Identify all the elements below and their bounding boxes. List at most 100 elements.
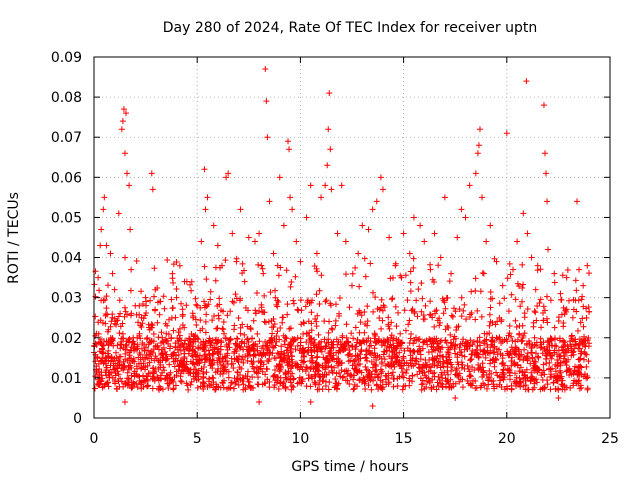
data-point — [467, 337, 474, 344]
data-point — [224, 346, 231, 353]
data-point — [212, 277, 219, 284]
data-point — [428, 348, 435, 355]
data-point — [330, 338, 337, 345]
data-point — [202, 206, 209, 213]
data-point — [227, 336, 234, 343]
data-point — [412, 334, 419, 341]
data-point — [178, 300, 185, 307]
data-point — [360, 374, 367, 381]
data-point — [439, 344, 446, 351]
data-point — [146, 351, 153, 358]
data-point — [418, 386, 425, 393]
data-point — [432, 347, 439, 354]
data-point — [289, 370, 296, 377]
data-point — [170, 386, 177, 393]
data-point — [328, 344, 335, 351]
data-point — [521, 346, 528, 353]
data-point — [390, 383, 397, 390]
data-point — [106, 374, 113, 381]
data-point — [420, 312, 427, 319]
data-point — [356, 329, 363, 336]
data-point — [513, 345, 520, 352]
data-point — [255, 381, 262, 388]
data-point — [92, 293, 99, 300]
data-point — [561, 310, 568, 317]
data-point — [566, 372, 573, 379]
data-point — [262, 66, 269, 73]
data-point — [279, 319, 286, 326]
data-point — [407, 288, 414, 295]
data-point — [159, 334, 166, 341]
data-point — [472, 349, 479, 356]
data-point — [420, 339, 427, 346]
plot-frame — [93, 56, 611, 419]
data-point — [335, 362, 342, 369]
data-point — [112, 372, 119, 379]
data-point — [209, 317, 216, 324]
data-point — [308, 309, 315, 316]
data-point — [234, 368, 241, 375]
data-point — [506, 323, 513, 330]
data-point — [361, 255, 368, 262]
data-point — [493, 334, 500, 341]
data-point — [396, 358, 403, 365]
data-point — [350, 372, 357, 379]
data-point — [299, 375, 306, 382]
data-point — [371, 361, 378, 368]
data-point — [584, 262, 591, 269]
data-point — [460, 336, 467, 343]
data-point — [182, 337, 189, 344]
data-point — [175, 366, 182, 373]
data-point — [453, 324, 460, 331]
data-point — [524, 305, 531, 312]
data-point — [216, 357, 223, 364]
data-point — [512, 296, 519, 303]
data-point — [276, 368, 283, 375]
data-point — [376, 314, 383, 321]
data-point — [125, 336, 132, 343]
data-point — [220, 308, 227, 315]
data-point — [116, 330, 123, 337]
data-point — [408, 307, 415, 314]
data-point — [206, 358, 213, 365]
data-point — [261, 292, 268, 299]
data-point — [190, 359, 197, 366]
data-point — [148, 338, 155, 345]
data-point — [201, 166, 208, 173]
data-point — [501, 374, 508, 381]
data-point — [367, 260, 374, 267]
x-tick-label: 20 — [498, 431, 516, 447]
data-point — [117, 341, 124, 348]
data-point — [103, 305, 110, 312]
data-point — [442, 305, 449, 312]
data-point — [582, 350, 589, 357]
data-point — [131, 358, 138, 365]
data-point — [109, 314, 116, 321]
data-point — [270, 372, 277, 379]
data-point — [234, 355, 241, 362]
data-point — [134, 345, 141, 352]
data-point — [388, 344, 395, 351]
data-point — [540, 317, 547, 324]
data-point — [357, 319, 364, 326]
data-point — [220, 362, 227, 369]
data-point — [466, 182, 473, 189]
data-point — [127, 287, 134, 294]
data-point — [352, 324, 359, 331]
data-point — [429, 376, 436, 383]
data-point — [560, 355, 567, 362]
data-point — [197, 304, 204, 311]
data-point — [239, 260, 246, 267]
data-point — [197, 317, 204, 324]
data-point — [543, 170, 550, 177]
data-point — [325, 386, 332, 393]
data-point — [203, 276, 210, 283]
data-point — [227, 336, 234, 343]
data-point — [474, 150, 481, 157]
data-point — [117, 310, 124, 317]
data-point — [303, 214, 310, 221]
data-point — [448, 361, 455, 368]
data-point — [467, 382, 474, 389]
data-point — [545, 246, 552, 253]
data-point — [290, 337, 297, 344]
